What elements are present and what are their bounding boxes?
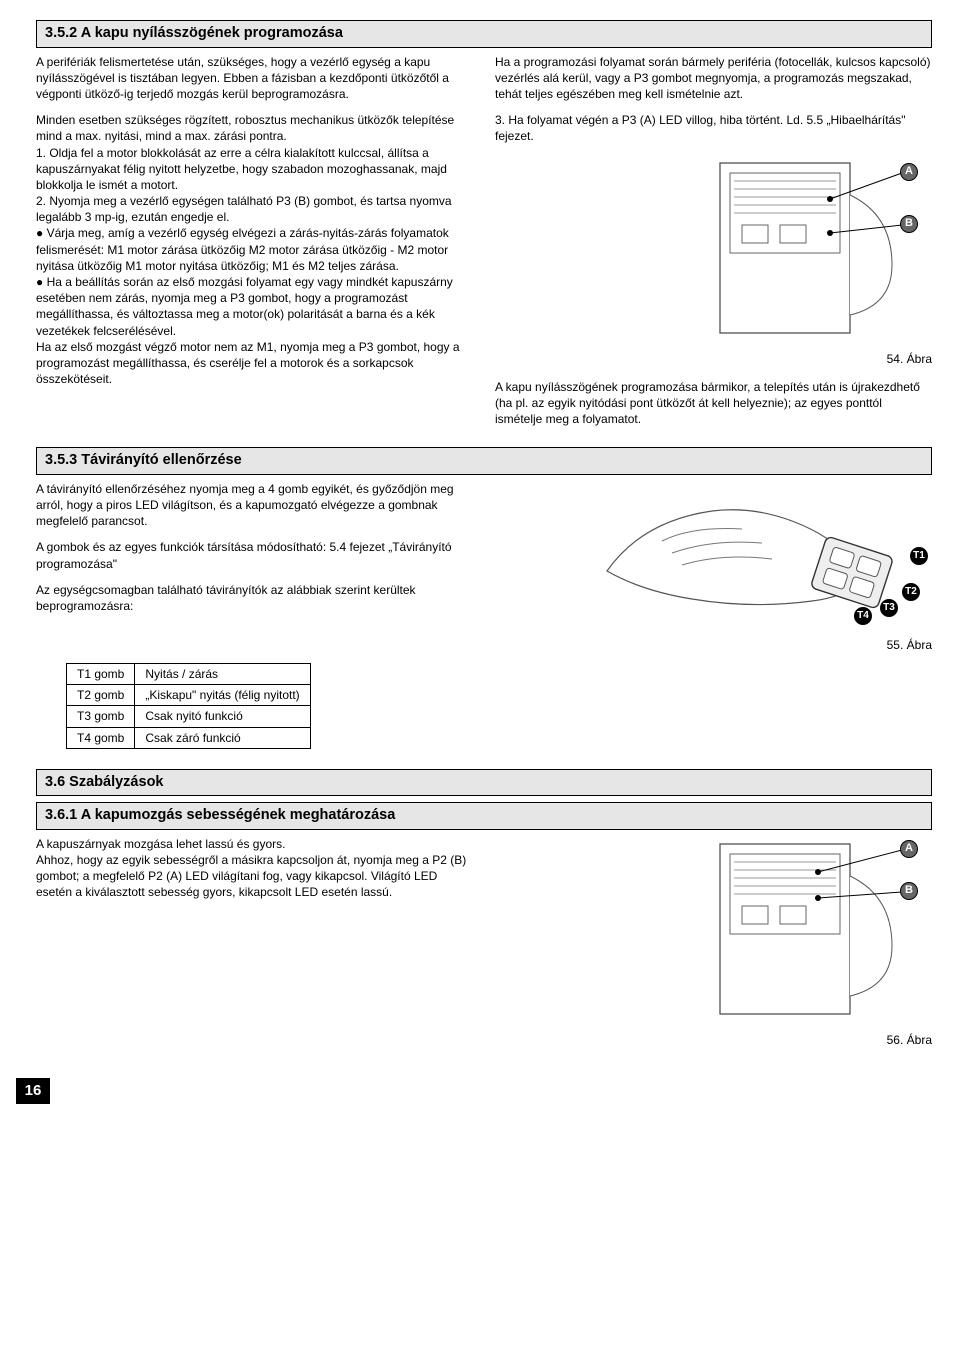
section-361-body: A kapuszárnyak mozgása lehet lassú és gy… bbox=[36, 836, 932, 1048]
page-number: 16 bbox=[16, 1078, 50, 1104]
cell: T4 gomb bbox=[67, 727, 135, 748]
cell: T1 gomb bbox=[67, 664, 135, 685]
section-353-body: A távirányító ellenőrzéséhez nyomja meg … bbox=[36, 481, 932, 653]
figure-56-svg bbox=[702, 836, 932, 1026]
heading-36: 3.6 Szabályzások bbox=[36, 769, 932, 797]
heading-352: 3.5.2 A kapu nyílásszögének programozása bbox=[36, 20, 932, 48]
col-left-361: A kapuszárnyak mozgása lehet lassú és gy… bbox=[36, 836, 473, 1048]
fig56-caption: 56. Ábra bbox=[887, 1032, 932, 1048]
figure-54-wrap: A B 54. Ábra bbox=[702, 155, 932, 367]
badge-t1: T1 bbox=[910, 547, 928, 565]
fig55-caption: 55. Ábra bbox=[887, 637, 932, 653]
p-353-l2: A gombok és az egyes funkciók társítása … bbox=[36, 539, 473, 571]
callout-a-54: A bbox=[900, 163, 918, 181]
badge-t4: T4 bbox=[854, 607, 872, 625]
cell: „Kiskapu" nyitás (félig nyitott) bbox=[135, 685, 310, 706]
col-right-361: A B 56. Ábra bbox=[495, 836, 932, 1048]
badge-t3: T3 bbox=[880, 599, 898, 617]
cell: Nyitás / zárás bbox=[135, 664, 310, 685]
col-left-353: A távirányító ellenőrzéséhez nyomja meg … bbox=[36, 481, 473, 653]
p-353-l1: A távirányító ellenőrzéséhez nyomja meg … bbox=[36, 481, 473, 530]
cell: Csak záró funkció bbox=[135, 727, 310, 748]
figure-54-svg bbox=[702, 155, 932, 345]
p-352-r2: 3. Ha folyamat végén a P3 (A) LED villog… bbox=[495, 112, 932, 144]
badge-t2: T2 bbox=[902, 583, 920, 601]
table-row: T4 gomb Csak záró funkció bbox=[67, 727, 311, 748]
figure-55-wrap: T1 T2 T3 T4 55. Ábra bbox=[602, 481, 932, 653]
p-352-l2: Minden esetben szükséges rögzített, robo… bbox=[36, 112, 473, 387]
fig54-caption: 54. Ábra bbox=[887, 351, 932, 367]
heading-353: 3.5.3 Távirányító ellenőrzése bbox=[36, 447, 932, 475]
col-right-352: Ha a programozási folyamat során bármely… bbox=[495, 54, 932, 438]
p-353-l3: Az egységcsomagban található távirányító… bbox=[36, 582, 473, 614]
remote-button-table: T1 gomb Nyitás / zárás T2 gomb „Kiskapu"… bbox=[66, 663, 311, 749]
section-352-body: A perifériák felismertetése után, szüksé… bbox=[36, 54, 932, 438]
p-352-l1: A perifériák felismertetése után, szüksé… bbox=[36, 54, 473, 103]
callout-a-56: A bbox=[900, 840, 918, 858]
col-left-352: A perifériák felismertetése után, szüksé… bbox=[36, 54, 473, 438]
callout-b-56: B bbox=[900, 882, 918, 900]
p-361-l1: A kapuszárnyak mozgása lehet lassú és gy… bbox=[36, 836, 473, 901]
table-row: T3 gomb Csak nyitó funkció bbox=[67, 706, 311, 727]
callout-b-54: B bbox=[900, 215, 918, 233]
table-row: T2 gomb „Kiskapu" nyitás (félig nyitott) bbox=[67, 685, 311, 706]
p-352-r3: A kapu nyílásszögének programozása bármi… bbox=[495, 379, 932, 428]
cell: T3 gomb bbox=[67, 706, 135, 727]
heading-361: 3.6.1 A kapumozgás sebességének meghatár… bbox=[36, 802, 932, 830]
col-right-353: T1 T2 T3 T4 55. Ábra bbox=[495, 481, 932, 653]
figure-56-wrap: A B 56. Ábra bbox=[702, 836, 932, 1048]
cell: Csak nyitó funkció bbox=[135, 706, 310, 727]
p-352-r1: Ha a programozási folyamat során bármely… bbox=[495, 54, 932, 103]
cell: T2 gomb bbox=[67, 685, 135, 706]
page-number-wrap: 16 bbox=[36, 1078, 932, 1104]
table-row: T1 gomb Nyitás / zárás bbox=[67, 664, 311, 685]
